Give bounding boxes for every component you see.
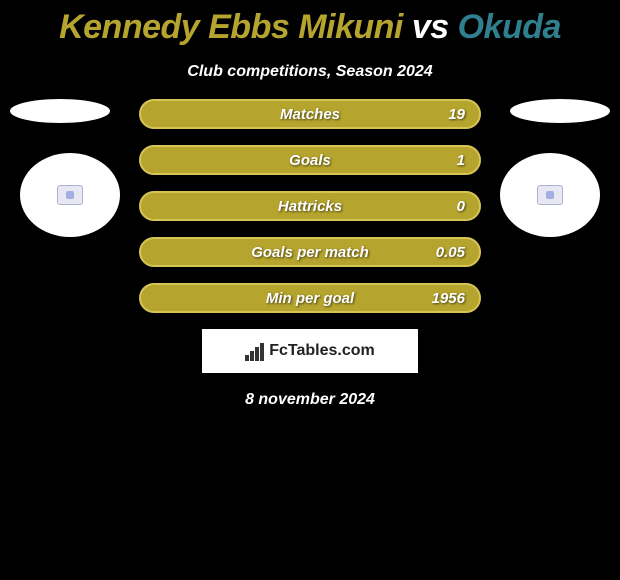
- stat-bar-goals: Goals 1: [139, 145, 481, 175]
- player2-flag-placeholder: [510, 99, 610, 123]
- stat-bar-min-per-goal: Min per goal 1956: [139, 283, 481, 313]
- stat-label: Hattricks: [278, 198, 342, 215]
- stat-label: Matches: [280, 106, 340, 123]
- shirt-icon: [537, 185, 563, 205]
- player1-flag-placeholder: [10, 99, 110, 123]
- player2-avatar: [500, 153, 600, 237]
- player1-name: Kennedy Ebbs Mikuni: [59, 8, 403, 46]
- bar-chart-icon: [245, 341, 265, 361]
- stat-label: Min per goal: [266, 290, 354, 307]
- stat-label: Goals per match: [251, 244, 369, 261]
- player2-name: Okuda: [458, 8, 561, 46]
- brand-box[interactable]: FcTables.com: [202, 329, 418, 373]
- stats-bars: Matches 19 Goals 1 Hattricks 0 Goals per…: [139, 99, 481, 313]
- brand-text: FcTables.com: [269, 342, 375, 360]
- player1-avatar: [20, 153, 120, 237]
- date-text: 8 november 2024: [0, 373, 620, 427]
- page-title: Kennedy Ebbs Mikuni vs Okuda: [0, 0, 620, 49]
- subtitle: Club competitions, Season 2024: [0, 49, 620, 99]
- stat-value: 0.05: [436, 244, 465, 261]
- shirt-icon: [57, 185, 83, 205]
- stat-value: 0: [457, 198, 465, 215]
- stat-value: 19: [448, 106, 465, 123]
- stat-bar-goals-per-match: Goals per match 0.05: [139, 237, 481, 267]
- content-area: Matches 19 Goals 1 Hattricks 0 Goals per…: [0, 99, 620, 427]
- stat-value: 1956: [432, 290, 465, 307]
- stat-value: 1: [457, 152, 465, 169]
- stat-bar-matches: Matches 19: [139, 99, 481, 129]
- stat-bar-hattricks: Hattricks 0: [139, 191, 481, 221]
- vs-text: vs: [412, 8, 449, 46]
- stat-label: Goals: [289, 152, 331, 169]
